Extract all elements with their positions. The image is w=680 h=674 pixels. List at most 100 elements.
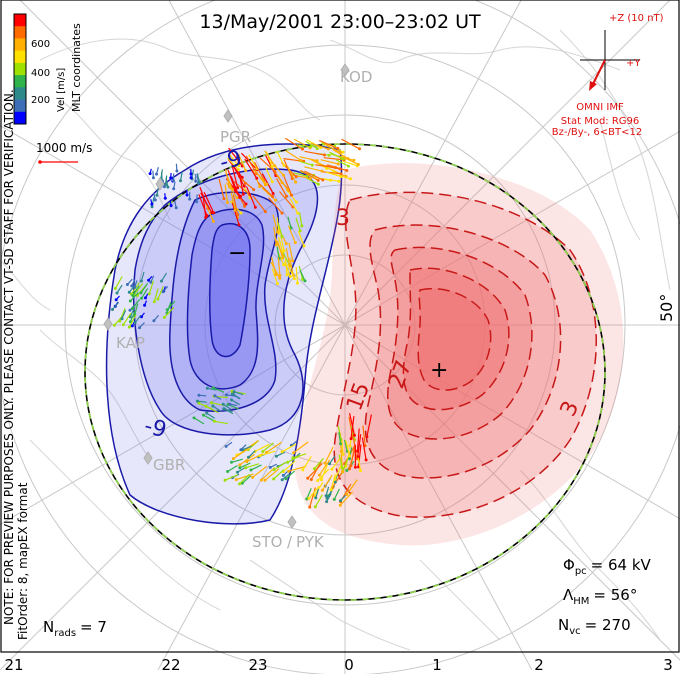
hm-boundary	[84, 143, 606, 601]
velocity-vector	[232, 393, 241, 400]
station-label-sto: STO	[252, 533, 283, 551]
velocity-vector	[288, 242, 294, 261]
preview-note: NOTE: FOR PREVIEW PURPOSES ONLY. PLEASE …	[2, 89, 16, 625]
velocity-vector	[133, 283, 144, 295]
velocity-vector-origin	[120, 317, 124, 321]
velocity-vector-origin	[300, 224, 304, 228]
velocity-vector	[306, 488, 312, 500]
velocity-vector-origin	[310, 163, 314, 167]
velocity-vector-origin	[329, 488, 333, 492]
velocity-vector	[318, 139, 339, 149]
velocity-vector-origin	[113, 287, 117, 290]
velocity-vector-origin	[280, 211, 284, 215]
velocity-vector-origin	[268, 465, 272, 469]
velocity-vector-origin	[273, 170, 277, 174]
velocity-vector-origin	[221, 402, 225, 406]
velocity-vector-origin	[301, 468, 305, 472]
velocity-vector	[277, 257, 281, 276]
velocity-vector-origin	[308, 176, 312, 180]
colorbar-stop	[14, 26, 26, 39]
velocity-vector-origin	[332, 169, 336, 173]
velocity-vector	[304, 170, 324, 181]
velocity-vector-origin	[282, 263, 286, 267]
mlt-tick-2: 2	[534, 656, 544, 674]
velocity-vector-origin	[301, 147, 304, 151]
velocity-vector-origin	[165, 308, 169, 312]
velocity-vector-origin	[325, 496, 329, 500]
mlt-tick-3: 3	[663, 656, 673, 674]
contour-label-pos-max: +	[430, 358, 448, 383]
velocity-vector-origin	[282, 163, 286, 167]
velocity-vector	[338, 454, 343, 469]
velocity-vector-origin	[333, 480, 337, 484]
imf-vector	[591, 59, 606, 87]
velocity-vector	[254, 443, 270, 453]
positive-contour-27	[417, 287, 492, 391]
velocity-vector	[295, 217, 301, 232]
colorbar-label: Vel [m/s]	[56, 68, 67, 112]
velocity-vector-origin	[205, 411, 209, 415]
velocity-vector-origin	[321, 178, 325, 182]
velocity-vector	[160, 169, 163, 179]
velocity-vector-origin	[127, 290, 131, 294]
velocity-vector-origin	[324, 494, 328, 498]
velocity-vector	[361, 437, 367, 460]
velocity-vector	[257, 181, 274, 198]
velocity-vector-origin	[133, 321, 137, 325]
velocity-vector	[129, 308, 135, 318]
velocity-vector-origin	[353, 433, 356, 437]
velocity-vector-origin	[274, 454, 278, 458]
velocity-vector	[327, 164, 347, 172]
velocity-vector-origin	[273, 164, 277, 168]
velocity-vector-origin	[223, 407, 227, 411]
velocity-vector-origin	[258, 185, 262, 189]
velocity-vector	[281, 473, 290, 481]
velocity-vector-origin	[212, 211, 216, 215]
velocity-vector-origin	[204, 215, 208, 219]
velocity-vector	[163, 306, 175, 318]
velocity-vector-origin	[274, 243, 278, 247]
velocity-vector-origin	[169, 204, 173, 208]
velocity-vector	[129, 310, 136, 322]
velocity-vector	[299, 270, 306, 282]
velocity-vector-origin	[225, 393, 228, 397]
velocity-vector-origin	[292, 277, 296, 281]
velocity-vector-origin	[195, 399, 199, 403]
velocity-vector	[350, 445, 356, 467]
stats-panel: Φpc = 64 kV ΛHM = 56° Nvc = 270 Nrads = 7	[43, 556, 652, 639]
velocity-vector	[270, 262, 281, 279]
velocity-vector-origin	[325, 500, 329, 504]
velocity-vector-origin	[303, 279, 307, 283]
velocity-vector-origin	[238, 482, 241, 486]
velocity-vector-origin	[255, 176, 259, 180]
velocity-vector-origin	[152, 319, 156, 323]
velocity-vector	[222, 403, 232, 410]
stat-phi: Φpc = 64 kV	[563, 556, 652, 577]
mlt-tick-23: 23	[248, 656, 267, 674]
velocity-vector-origin	[327, 153, 331, 157]
velocity-vector	[276, 246, 280, 259]
velocity-vector	[233, 447, 249, 460]
velocity-vector-origin	[111, 308, 114, 311]
velocity-vector	[287, 225, 296, 243]
negative-contour-core	[208, 223, 251, 358]
velocity-vector-origin	[263, 210, 267, 214]
colorbar-stop	[14, 111, 26, 125]
velocity-vector-origin	[285, 194, 288, 198]
velocity-vector-origin	[211, 404, 215, 408]
contour-label-pos-3a: 3	[336, 206, 350, 231]
colorbar-stop	[14, 99, 26, 113]
imf-source: OMNI IMF	[576, 102, 624, 113]
velocity-vector-origin	[249, 468, 253, 472]
velocity-vector-origin	[131, 307, 134, 310]
negative-cell	[105, 143, 343, 525]
velocity-vector-origin	[295, 200, 298, 204]
velocity-vector	[277, 223, 283, 237]
velocity-vector	[157, 286, 164, 300]
velocity-vector	[324, 446, 334, 464]
velocity-vector-origin	[333, 477, 337, 481]
velocity-vector	[314, 494, 323, 508]
velocity-vector-origin	[138, 326, 141, 330]
velocity-vector	[239, 473, 250, 485]
